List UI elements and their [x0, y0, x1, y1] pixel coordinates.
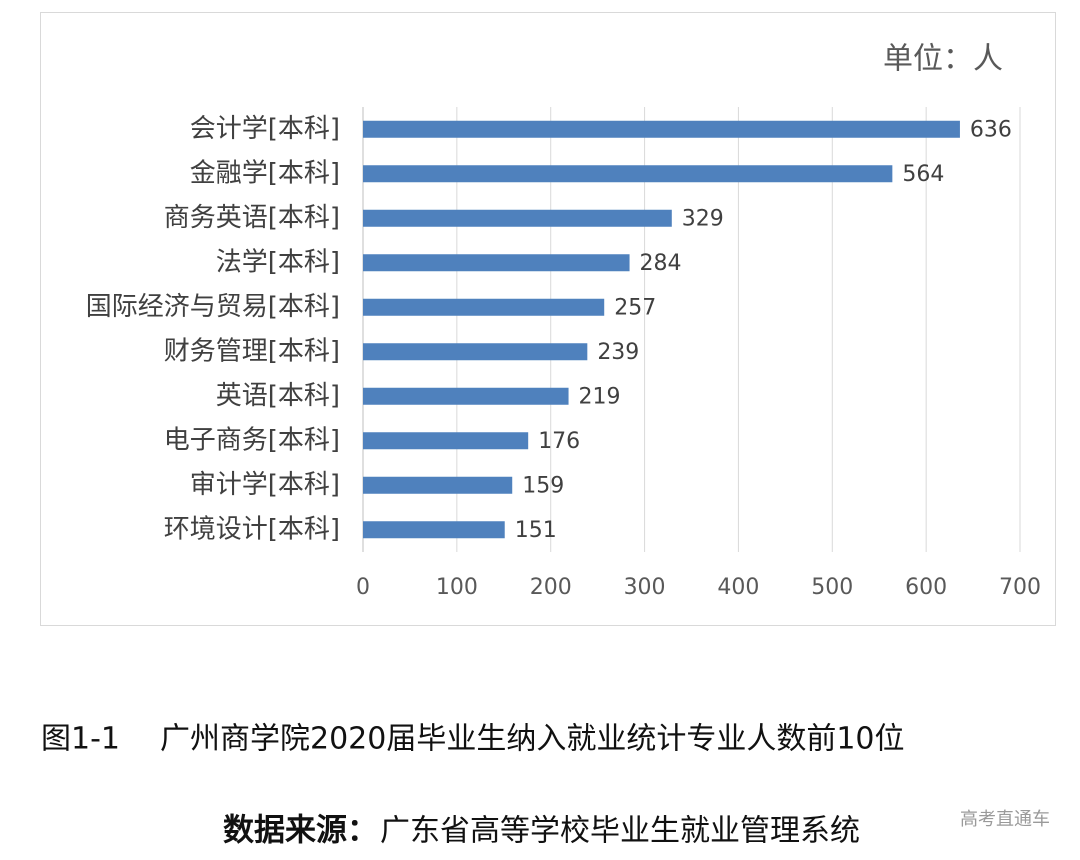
x-tick-label: 600: [905, 575, 947, 600]
y-tick-label: 国际经济与贸易[本科]: [86, 292, 340, 322]
x-tick-label: 300: [624, 575, 666, 600]
y-tick-label: 电子商务[本科]: [164, 425, 340, 455]
watermark: 高考直通车: [960, 809, 1050, 830]
y-tick-label: 审计学[本科]: [190, 470, 340, 500]
bar: [363, 432, 529, 450]
x-tick-label: 100: [436, 575, 478, 600]
y-tick-label: 法学[本科]: [216, 247, 340, 277]
x-tick-label: 0: [356, 575, 370, 600]
x-tick-label: 500: [811, 575, 853, 600]
data-label: 159: [522, 473, 564, 498]
data-label: 257: [614, 295, 656, 320]
bar: [363, 343, 588, 361]
bar: [363, 254, 630, 272]
data-label: 284: [640, 251, 682, 276]
data-label: 176: [538, 429, 580, 454]
bar: [363, 298, 605, 316]
source-text: 广东省高等学校毕业生就业管理系统: [380, 814, 860, 849]
bar: [363, 387, 569, 405]
data-label: 329: [682, 206, 724, 231]
bar: [363, 120, 960, 138]
bar: [363, 209, 672, 227]
x-tick-label: 400: [717, 575, 759, 600]
bar: [363, 521, 505, 539]
y-tick-label: 商务英语[本科]: [164, 203, 340, 233]
y-tick-label: 环境设计[本科]: [164, 514, 340, 544]
bar: [363, 165, 893, 183]
y-tick-label: 会计学[本科]: [190, 114, 340, 144]
caption-title: 广州商学院2020届毕业生纳入就业统计专业人数前10位: [160, 722, 905, 757]
unit-label: 单位：人: [883, 42, 1003, 77]
figure-number: 图1-1: [41, 722, 120, 757]
data-label: 219: [579, 384, 621, 409]
x-tick-label: 200: [530, 575, 572, 600]
plot-area: 0 100 200 300 400 500 600 700 会计学[本科] 636 金融学[本科] 5…: [86, 107, 1041, 600]
data-label: 636: [970, 117, 1012, 142]
data-label: 564: [902, 162, 944, 187]
y-tick-label: 金融学[本科]: [190, 158, 340, 188]
x-tick-label: 700: [999, 575, 1041, 600]
data-label: 239: [597, 340, 639, 365]
chart-frame: [40, 12, 1056, 626]
source-label: 数据来源：: [223, 813, 378, 849]
y-tick-label: 财务管理[本科]: [164, 336, 340, 366]
bar: [363, 476, 513, 494]
data-label: 151: [515, 518, 557, 543]
y-tick-label: 英语[本科]: [216, 381, 340, 411]
